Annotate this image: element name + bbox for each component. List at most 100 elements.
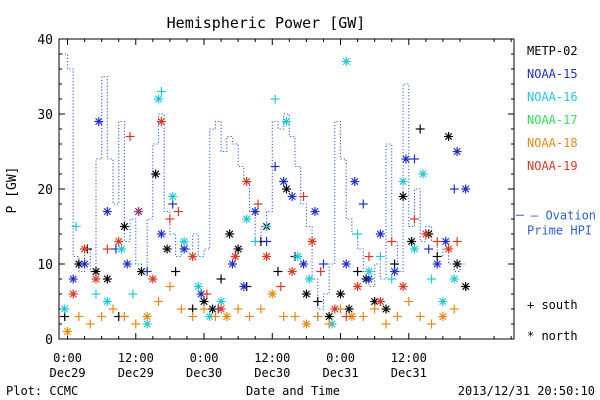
marker-stroke [143,312,151,321]
x-tick-date-label: Dec31 [391,366,427,380]
legend-entry: NOAA-17 [527,113,578,127]
north-marker [80,244,90,254]
north-marker [282,184,291,194]
marker-stroke [439,312,447,321]
north-marker [441,237,451,246]
marker-stroke [157,230,166,238]
north-marker [227,259,237,269]
north-marker [452,259,462,269]
chart-title: Hemispheric Power [GW] [167,14,366,32]
north-marker [222,312,232,321]
marker-stroke [399,192,407,201]
y-axis-label: P [GW] [5,167,20,214]
data-markers [60,57,471,336]
north-marker [438,312,448,321]
south-marker [424,244,434,254]
marker-stroke [308,237,316,246]
south-marker [387,274,397,284]
marker-stroke [61,305,69,313]
south-marker [341,312,351,321]
x-tick-date-label: Dec30 [186,366,222,380]
x-tick-date-label: Dec29 [49,366,85,380]
marker-stroke [92,275,100,283]
marker-stroke [217,305,225,313]
marker-legend-entry: * north [527,329,578,343]
north-marker [225,229,235,239]
north-marker [287,267,297,276]
north-marker [282,117,291,126]
x-tick-time-label: 12:00 [254,351,290,365]
south-marker [102,244,112,254]
marker-stroke [288,192,296,201]
south-marker [276,282,286,291]
north-marker [444,244,454,254]
north-marker [262,252,272,261]
marker-legend: + south * north [527,298,578,343]
south-marker [452,237,462,246]
north-marker [80,259,90,269]
north-marker [390,267,400,276]
marker-stroke [353,282,362,291]
south-marker [210,312,220,321]
marker-stroke [282,117,291,126]
north-marker [250,207,260,216]
marker-stroke [382,305,390,313]
marker-stroke [419,170,427,178]
marker-stroke [282,185,291,193]
north-marker [68,274,78,284]
y-tick-label: 20 [37,183,53,198]
south-marker [358,199,368,209]
south-marker [358,312,368,321]
marker-stroke [442,237,450,246]
marker-stroke [325,312,333,321]
marker-stroke [63,327,72,336]
south-marker [262,222,272,231]
north-marker [188,252,198,261]
marker-stroke [228,260,237,268]
marker-stroke [169,192,177,201]
marker-stroke [137,267,146,276]
south-marker [273,267,283,276]
marker-stroke [163,245,171,253]
south-marker [74,312,84,321]
north-marker [242,214,252,224]
north-marker [102,297,112,306]
marker-stroke [399,177,407,186]
north-marker [136,267,146,276]
marker-stroke [200,297,208,306]
marker-stroke [302,290,311,298]
marker-stroke [302,320,311,328]
south-marker [313,312,323,321]
south-marker [233,304,243,314]
south-marker [415,124,425,134]
south-marker [119,312,129,321]
marker-stroke [180,245,188,253]
marker-stroke [80,245,89,253]
marker-stroke [422,230,430,238]
marker-stroke [103,297,112,306]
marker-stroke [231,252,239,261]
marker-stroke [439,297,447,306]
marker-stroke [376,230,385,238]
x-tick-date-label: Dec29 [118,366,154,380]
marker-legend-entry: + south [527,298,578,312]
y-tick-label: 0 [45,333,53,348]
y-axis: 0 10 20 30 40 [37,33,514,348]
marker-stroke [75,260,83,268]
marker-stroke [402,155,410,163]
marker-stroke [243,177,251,186]
north-marker [407,237,417,246]
north-marker [452,147,462,156]
south-marker [202,289,212,299]
marker-stroke [461,185,470,193]
south-marker [131,319,141,329]
marker-stroke [288,267,296,276]
north-marker [242,177,252,186]
marker-stroke [365,267,373,276]
north-marker [444,132,454,141]
footer-timestamp: 2013/12/31 20:50:10 [458,384,595,398]
north-marker [68,289,78,299]
marker-stroke [407,237,416,246]
marker-stroke [450,275,458,283]
marker-stroke [243,215,251,223]
